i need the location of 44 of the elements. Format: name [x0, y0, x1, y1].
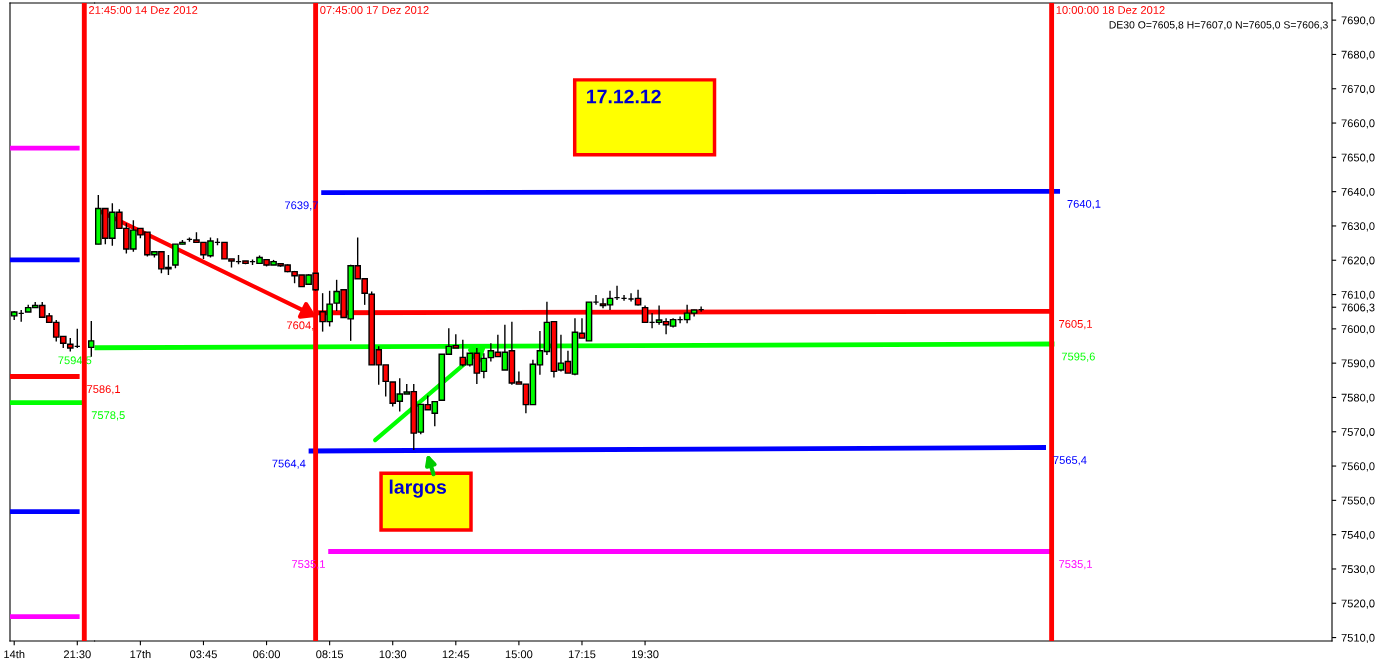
y-tick-label: 7570,0 — [1341, 428, 1375, 438]
x-tick-label: 14th — [4, 650, 25, 659]
y-tick-label: 7600,0 — [1341, 325, 1375, 335]
ref-line-label: 07:45:00 17 Dez 2012 — [320, 6, 429, 14]
x-tick-label: 08:15 — [316, 650, 344, 659]
annotation: 7640,1 — [1067, 199, 1101, 210]
y-tick-label: 7690,0 — [1341, 16, 1375, 26]
x-tick-label: 21:30 — [63, 650, 91, 659]
annotation: 7578,5 — [91, 411, 125, 421]
y-tick-label: 7540,0 — [1341, 530, 1375, 541]
y-tick-label: 7560,0 — [1341, 462, 1375, 472]
y-tick-label: 7680,0 — [1341, 50, 1375, 60]
x-tick-label: 10:30 — [379, 650, 407, 659]
y-tick-label: 7606,3 — [1341, 303, 1375, 313]
y-tick-label: 7670,0 — [1341, 85, 1375, 95]
x-tick-label: 03:45 — [190, 650, 217, 659]
annotation: 7586,1 — [87, 385, 121, 395]
y-tick-label: 7620,0 — [1341, 256, 1375, 266]
annotation: 7535,1 — [1059, 560, 1092, 570]
y-tick-label: 7640,0 — [1341, 187, 1375, 198]
y-tick-label: 7590,0 — [1341, 359, 1375, 369]
ref-line-label: 21:45:00 14 Dez 2012 — [89, 6, 198, 14]
y-tick-label: 7650,0 — [1341, 153, 1375, 163]
y-tick-label: 7550,0 — [1341, 496, 1375, 506]
x-tick-label: 17:15 — [568, 650, 596, 659]
annotation: 7605,1 — [1059, 319, 1092, 330]
y-tick-label: 7580,0 — [1341, 393, 1375, 403]
y-tick-label: 7660,0 — [1341, 119, 1375, 129]
annotation: DE30 O=7605,8 H=7607,0 N=7605,0 S=7606,3 — [1109, 21, 1328, 30]
annotation: 7564,4 — [272, 459, 306, 469]
x-tick-label: 19:30 — [632, 650, 659, 659]
annotation: 17.12.12 — [587, 89, 661, 104]
y-tick-label: 7530,0 — [1341, 565, 1375, 575]
x-tick-label: 06:00 — [253, 650, 281, 659]
annotation: largos — [389, 479, 447, 498]
y-tick-label: 7630,0 — [1341, 222, 1375, 232]
annotation: 7595,6 — [1061, 352, 1095, 362]
y-tick-label: 7520,0 — [1341, 599, 1375, 609]
x-tick-label: 17th — [130, 650, 151, 659]
y-tick-label: 7510,0 — [1341, 633, 1375, 644]
y-tick-label: 7610,0 — [1341, 290, 1375, 301]
x-tick-label: 12:45 — [442, 650, 470, 659]
x-tick-label: 15:00 — [505, 650, 533, 659]
ref-line-label: 10:00:00 18 Dez 2012 — [1056, 6, 1165, 14]
